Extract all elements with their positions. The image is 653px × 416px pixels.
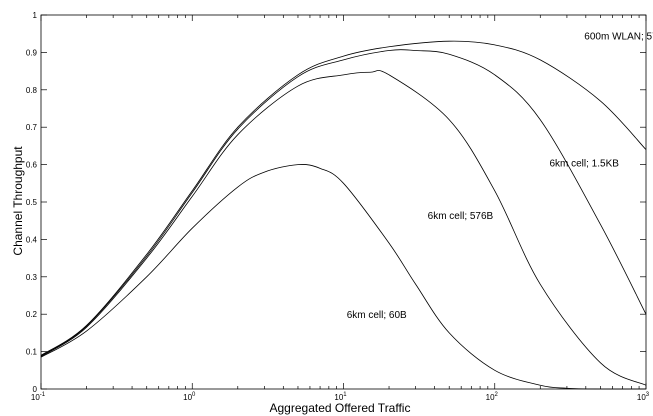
x-tick-base: 10 [31,393,40,402]
x-axis-label: Aggregated Offered Traffic [270,401,411,415]
x-tick-label: 100 [183,392,196,402]
curve-label: 6km cell; 60B [347,310,407,321]
curve-labels: 600m WLAN; 576B 6km cell; 1.5KB 6km cell; … [347,31,653,321]
x-tick-exponent: 0 [192,392,196,398]
y-tick-label: 0.7 [26,123,38,132]
y-tick-label: 0.6 [26,161,38,170]
y-tick-label: 1 [33,11,38,20]
x-tick-base: 10 [637,393,646,402]
y-tick-label: 0.5 [26,198,38,207]
y-axis-ticks: 0 0.1 0.2 0.3 0.4 0.5 0.6 0.7 0.8 0.9 1 [26,11,646,394]
y-tick-label: 0 [33,385,38,394]
series-line-3 [40,70,647,386]
curve-label: 6km cell; 1.5KB [549,158,619,169]
series-line-4 [40,164,647,390]
x-tick-base: 10 [183,393,192,402]
y-tick-label: 0.9 [26,48,38,57]
y-axis-label: Channel Throughput [11,146,25,256]
y-tick-label: 0.8 [26,86,38,95]
y-tick-label: 0.3 [26,273,38,282]
series-group [40,40,647,390]
x-tick-exponent: 2 [495,392,499,398]
series-line-1 [40,40,647,356]
series-line-2 [40,49,647,357]
y-tick-label: 0.1 [26,348,38,357]
x-tick-exponent: 1 [343,392,347,398]
x-tick-label: 10-1 [31,392,46,402]
x-tick-exponent: 3 [646,392,650,398]
x-tick-label: 102 [486,392,499,402]
y-tick-label: 0.2 [26,310,38,319]
curve-label: 600m WLAN; 576B [584,31,653,42]
x-tick-base: 10 [486,393,495,402]
x-tick-base: 10 [334,393,343,402]
y-tick-label: 0.4 [26,235,38,244]
x-tick-label: 103 [637,392,650,402]
x-tick-label: 101 [334,392,347,402]
curve-label: 6km cell; 576B [428,211,494,222]
x-tick-exponent: -1 [40,392,46,398]
x-axis-ticks: 10-1 100 101 102 103 [31,15,650,402]
